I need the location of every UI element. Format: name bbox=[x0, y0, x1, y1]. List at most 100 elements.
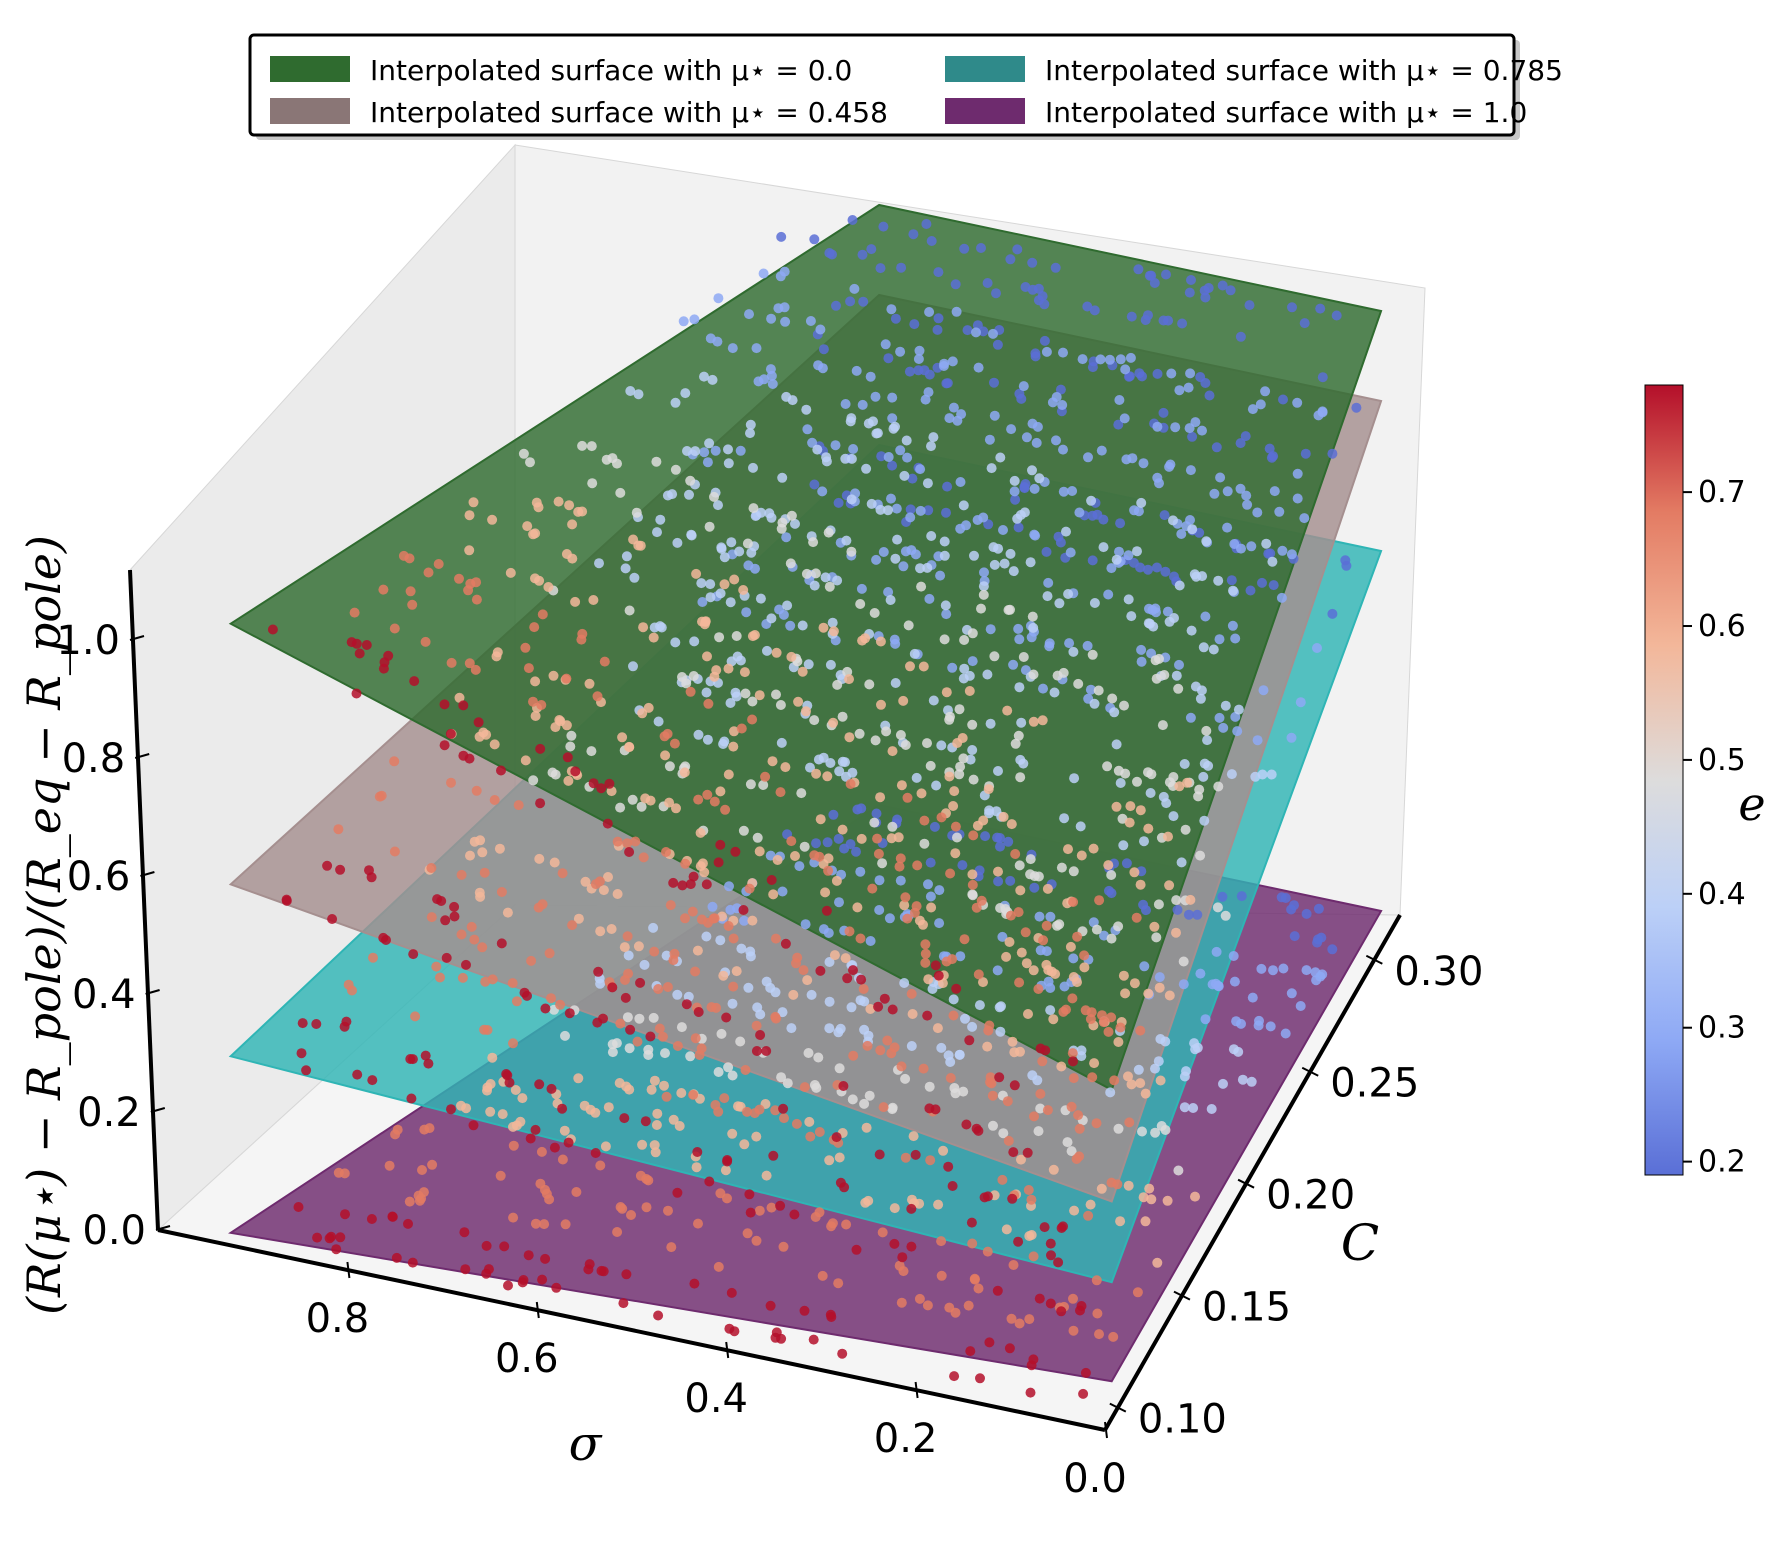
scatter-point bbox=[723, 458, 734, 469]
scatter-point bbox=[889, 1238, 900, 1249]
scatter-point bbox=[1058, 486, 1069, 497]
scatter-point bbox=[914, 915, 925, 926]
scatter-point bbox=[657, 1031, 668, 1042]
scatter-point bbox=[743, 560, 754, 571]
scatter-point bbox=[925, 1155, 936, 1166]
scatter-point bbox=[1038, 935, 1049, 946]
scatter-point bbox=[884, 913, 895, 924]
scatter-point bbox=[968, 774, 979, 785]
scatter-point bbox=[716, 543, 727, 554]
scatter-point bbox=[995, 841, 1005, 852]
scatter-point bbox=[710, 445, 721, 456]
scatter-point bbox=[948, 402, 959, 413]
scatter-point bbox=[1103, 1026, 1114, 1037]
scatter-point bbox=[721, 1012, 732, 1023]
scatter-point bbox=[874, 1149, 885, 1160]
scatter-point bbox=[672, 1041, 683, 1051]
scatter-point bbox=[1007, 1036, 1018, 1047]
scatter-point bbox=[624, 847, 635, 857]
scatter-point bbox=[549, 857, 560, 868]
scatter-point bbox=[1214, 712, 1225, 723]
scatter-point bbox=[913, 354, 924, 364]
scatter-point bbox=[955, 477, 966, 487]
scatter-point bbox=[1026, 632, 1037, 643]
scatter-point bbox=[1327, 448, 1338, 459]
scatter-point bbox=[874, 905, 885, 915]
scatter-point bbox=[1235, 331, 1246, 342]
scatter-point bbox=[793, 696, 804, 707]
scatter-point bbox=[624, 742, 635, 753]
scatter-point bbox=[1029, 1111, 1039, 1122]
scatter-point bbox=[1277, 545, 1288, 556]
scatter-point bbox=[1201, 725, 1212, 736]
scatter-point bbox=[1022, 1147, 1033, 1158]
scatter-point bbox=[929, 821, 940, 832]
scatter-point bbox=[1013, 1236, 1024, 1247]
scatter-point bbox=[716, 1028, 727, 1039]
scatter-point bbox=[655, 514, 666, 525]
scatter-point bbox=[1214, 634, 1225, 645]
scatter-point bbox=[852, 902, 863, 913]
scatter-point bbox=[993, 866, 1003, 877]
scatter-point bbox=[804, 1116, 815, 1127]
scatter-point bbox=[653, 984, 664, 994]
scatter-point bbox=[1200, 1014, 1211, 1025]
scatter-point bbox=[818, 752, 829, 763]
scatter-point bbox=[954, 1049, 965, 1060]
scatter-point bbox=[1082, 301, 1093, 312]
scatter-point bbox=[539, 1219, 550, 1230]
scatter-point bbox=[423, 567, 434, 578]
scatter-point bbox=[1026, 1194, 1037, 1205]
scatter-point bbox=[660, 1048, 670, 1059]
scatter-point bbox=[948, 1010, 959, 1021]
scatter-point bbox=[1227, 620, 1238, 631]
scatter-point bbox=[899, 470, 910, 481]
scatter-point bbox=[1226, 769, 1237, 780]
scatter-point bbox=[923, 879, 933, 890]
z-tick-mark bbox=[129, 635, 145, 641]
scatter-point bbox=[1261, 538, 1272, 549]
scatter-point bbox=[812, 444, 823, 455]
scatter-point bbox=[481, 729, 492, 740]
scatter-point bbox=[559, 1125, 570, 1136]
scatter-point bbox=[1147, 605, 1158, 616]
scatter-point bbox=[932, 324, 943, 335]
scatter-point bbox=[497, 1109, 508, 1120]
scatter-point bbox=[905, 512, 916, 523]
scatter-point bbox=[1069, 1205, 1080, 1216]
scatter-point bbox=[756, 507, 766, 518]
scatter-point bbox=[689, 1278, 700, 1289]
scatter-point bbox=[1064, 638, 1075, 649]
scatter-point bbox=[924, 593, 935, 604]
scatter-point bbox=[782, 1078, 793, 1089]
scatter-point bbox=[886, 493, 896, 504]
scatter-point bbox=[895, 346, 906, 357]
scatter-point bbox=[1190, 681, 1201, 692]
scatter-point bbox=[959, 934, 970, 945]
scatter-point bbox=[1115, 1216, 1126, 1227]
scatter-point bbox=[594, 558, 604, 569]
scatter-point bbox=[1074, 507, 1085, 518]
scatter-point bbox=[722, 1155, 733, 1165]
scatter-point bbox=[619, 942, 630, 953]
y-axis-label: C bbox=[1341, 1214, 1379, 1272]
scatter-point bbox=[489, 795, 500, 805]
scatter-point bbox=[1113, 1037, 1124, 1047]
scatter-point bbox=[811, 1082, 822, 1093]
x-tick-mark bbox=[535, 1301, 540, 1319]
scatter-point bbox=[845, 296, 856, 307]
scatter-point bbox=[1027, 1070, 1038, 1081]
scatter-point bbox=[740, 1065, 751, 1075]
scatter-point bbox=[762, 645, 772, 656]
scatter-point bbox=[840, 453, 851, 464]
scatter-point bbox=[1033, 871, 1044, 882]
scatter-point bbox=[864, 679, 875, 690]
scatter-point bbox=[1160, 566, 1171, 577]
ticks-layer: 0.80.60.40.20.00.100.150.200.250.300.00.… bbox=[56, 618, 1483, 1502]
scatter-point bbox=[612, 458, 622, 469]
scatter-point bbox=[603, 1102, 614, 1113]
scatter-point bbox=[1038, 683, 1048, 694]
scatter-point bbox=[923, 505, 934, 516]
scatter-point bbox=[587, 478, 598, 489]
scatter-point bbox=[1067, 1048, 1078, 1059]
